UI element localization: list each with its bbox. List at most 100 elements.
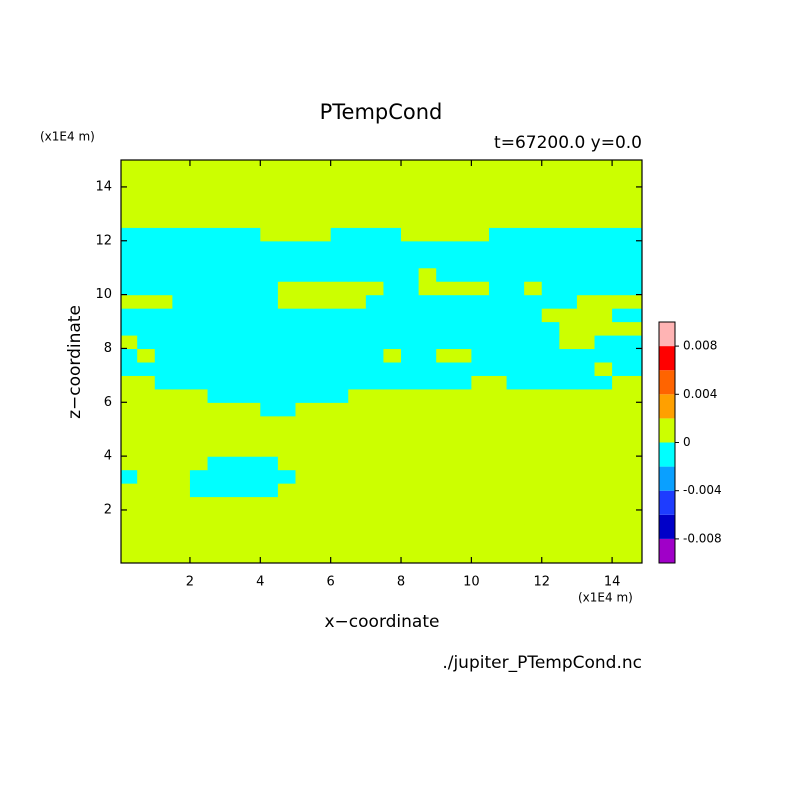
field-cell [225,227,244,242]
field-cell [471,240,490,255]
field-cell [401,308,420,323]
field-cell [436,281,455,296]
field-cell [154,523,173,538]
field-cell [471,254,490,269]
field-cell [121,402,138,417]
field-cell [330,227,349,242]
field-cell [189,334,209,350]
field-cell [436,415,455,430]
field-cell [137,509,156,525]
field-cell [559,294,578,309]
field-cell [154,509,173,525]
field-cell [260,523,279,538]
field-cell [365,281,385,296]
subtitle: t=67200.0 y=0.0 [494,133,642,153]
field-cell [242,267,261,282]
field-cell [313,483,332,498]
field-cell [594,321,613,336]
field-cell [277,160,297,175]
field-cell [189,509,209,525]
field-cell [401,173,420,188]
field-cell [453,388,472,403]
field-cell [401,334,420,350]
field-cell [418,173,437,188]
field-cell [524,496,543,511]
field-cell [121,509,138,525]
field-cell [260,321,279,336]
field-cell [277,415,297,430]
field-cell [137,160,156,175]
field-cell [612,550,631,563]
field-cell [612,536,631,551]
field-cell [348,402,367,417]
field-cell [313,348,332,363]
field-cell [348,361,367,376]
field-cell [172,361,191,376]
field-cell [260,240,279,255]
field-cell [541,160,560,175]
field-cell [436,536,455,551]
field-cell [260,227,279,242]
field-cell [207,200,226,215]
field-cell [629,469,642,484]
field-cell [189,456,209,471]
field-cell [189,173,209,188]
field-cell [225,294,244,309]
field-cell [207,375,226,390]
field-cell [576,213,596,228]
field-cell [488,308,508,323]
field-cell [189,536,209,551]
field-cell [277,294,297,309]
field-cell [295,160,314,175]
field-cell [121,294,138,309]
field-cell [524,200,543,215]
field-cell [541,536,560,551]
field-cell [471,402,490,417]
field-cell [295,402,314,417]
field-cell [260,429,279,444]
field-cell [242,348,261,363]
field-cell [277,483,297,498]
field-cell [524,254,543,269]
field-cell [189,160,209,175]
field-cell [154,375,173,390]
field-cell [401,509,420,525]
field-cell [365,213,385,228]
field-cell [524,402,543,417]
field-cell [121,267,138,282]
field-cell [225,240,244,255]
field-cell [313,442,332,457]
field-cell [277,308,297,323]
field-cell [330,523,349,538]
field-cell [121,160,138,175]
field-cell [154,173,173,188]
field-cell [488,361,508,376]
field-cell [559,361,578,376]
field-cell [471,375,490,390]
field-cell [137,361,156,376]
field-cell [137,200,156,215]
field-cell [172,267,191,282]
field-cell [172,321,191,336]
field-cell [172,227,191,242]
field-cell [576,496,596,511]
field-cell [436,227,455,242]
field-cell [436,442,455,457]
field-cell [295,442,314,457]
field-cell [488,213,508,228]
field-cell [612,509,631,525]
field-cell [313,227,332,242]
field-cell [612,334,631,350]
field-cell [383,402,402,417]
field-cell [242,483,261,498]
field-cell [576,281,596,296]
field-cell [383,200,402,215]
field [121,160,642,563]
field-cell [383,442,402,457]
field-cell [524,469,543,484]
field-cell [488,550,508,563]
field-cell [418,160,437,175]
field-cell [313,213,332,228]
field-cell [612,415,631,430]
